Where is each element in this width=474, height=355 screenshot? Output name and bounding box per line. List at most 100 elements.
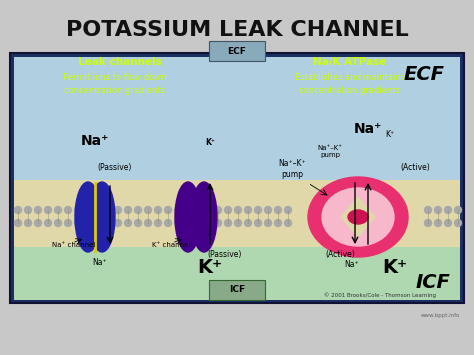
- Ellipse shape: [308, 177, 408, 257]
- Circle shape: [135, 219, 142, 226]
- Text: K⁺: K⁺: [385, 130, 394, 139]
- Text: ECF: ECF: [404, 66, 445, 84]
- Circle shape: [125, 207, 131, 213]
- Circle shape: [64, 219, 72, 226]
- Text: Leak channels: Leak channels: [78, 57, 162, 67]
- Circle shape: [84, 207, 91, 213]
- Text: Na⁺: Na⁺: [354, 122, 382, 136]
- Circle shape: [25, 219, 31, 226]
- Circle shape: [45, 207, 52, 213]
- Text: Na⁺–K⁺: Na⁺–K⁺: [318, 145, 343, 151]
- Text: www.bppt.info: www.bppt.info: [420, 313, 460, 318]
- Ellipse shape: [191, 182, 217, 252]
- Circle shape: [184, 207, 191, 213]
- Circle shape: [64, 207, 72, 213]
- Circle shape: [284, 207, 292, 213]
- Text: Permit ions to flow down
concentration gradients: Permit ions to flow down concentration g…: [63, 73, 167, 95]
- Text: K⁺: K⁺: [205, 138, 215, 147]
- Text: POTASSIUM LEAK CHANNEL: POTASSIUM LEAK CHANNEL: [65, 20, 409, 40]
- Circle shape: [104, 219, 111, 226]
- Circle shape: [115, 219, 121, 226]
- Circle shape: [255, 207, 262, 213]
- Circle shape: [445, 219, 452, 226]
- Bar: [14, 247, 460, 300]
- Circle shape: [264, 207, 272, 213]
- Circle shape: [15, 219, 21, 226]
- Circle shape: [145, 219, 152, 226]
- Text: (Active): (Active): [325, 250, 355, 259]
- Circle shape: [194, 207, 201, 213]
- Circle shape: [225, 207, 231, 213]
- Text: ICF: ICF: [229, 285, 245, 295]
- Circle shape: [215, 219, 221, 226]
- Circle shape: [25, 207, 31, 213]
- Circle shape: [235, 207, 241, 213]
- Circle shape: [15, 207, 21, 213]
- Circle shape: [155, 207, 162, 213]
- Circle shape: [425, 207, 431, 213]
- Circle shape: [445, 207, 452, 213]
- Circle shape: [115, 207, 121, 213]
- Circle shape: [174, 219, 182, 226]
- Circle shape: [94, 219, 101, 226]
- Circle shape: [45, 219, 52, 226]
- Ellipse shape: [89, 182, 115, 252]
- Circle shape: [235, 219, 241, 226]
- Circle shape: [184, 219, 191, 226]
- Text: ICF: ICF: [415, 273, 450, 293]
- Circle shape: [284, 219, 292, 226]
- Circle shape: [435, 207, 441, 213]
- Text: K⁺ channel: K⁺ channel: [152, 242, 191, 248]
- Circle shape: [425, 219, 431, 226]
- Circle shape: [174, 207, 182, 213]
- Text: ECF: ECF: [228, 47, 246, 55]
- FancyBboxPatch shape: [209, 280, 265, 300]
- Circle shape: [55, 207, 62, 213]
- Circle shape: [104, 207, 111, 213]
- Circle shape: [55, 219, 62, 226]
- Text: pump: pump: [320, 152, 340, 158]
- Ellipse shape: [75, 182, 101, 252]
- Circle shape: [255, 219, 262, 226]
- Circle shape: [435, 219, 441, 226]
- Bar: [14, 180, 460, 247]
- Ellipse shape: [175, 182, 201, 252]
- Circle shape: [215, 207, 221, 213]
- Text: (Passive): (Passive): [98, 163, 132, 172]
- Text: Na⁺ channel: Na⁺ channel: [52, 242, 95, 248]
- Circle shape: [125, 219, 131, 226]
- Circle shape: [155, 219, 162, 226]
- Circle shape: [204, 207, 211, 213]
- Circle shape: [245, 207, 252, 213]
- Circle shape: [74, 207, 82, 213]
- Circle shape: [274, 219, 282, 226]
- Circle shape: [164, 219, 172, 226]
- Circle shape: [455, 207, 462, 213]
- Text: Na⁺: Na⁺: [93, 258, 107, 267]
- Circle shape: [245, 219, 252, 226]
- Circle shape: [35, 207, 42, 213]
- Circle shape: [455, 219, 462, 226]
- Ellipse shape: [348, 210, 368, 224]
- Text: K⁺: K⁺: [198, 258, 223, 277]
- Ellipse shape: [322, 188, 394, 246]
- Text: (Passive): (Passive): [208, 250, 242, 259]
- Text: Na⁺–K⁺
pump: Na⁺–K⁺ pump: [278, 159, 306, 179]
- Bar: [10, 53, 464, 303]
- Text: Na⁺: Na⁺: [81, 134, 109, 148]
- Circle shape: [135, 207, 142, 213]
- Text: Establishes and maintains
concentration gradients: Establishes and maintains concentration …: [295, 73, 405, 95]
- Circle shape: [94, 207, 101, 213]
- Circle shape: [84, 219, 91, 226]
- Text: Na⁺: Na⁺: [345, 260, 359, 269]
- Circle shape: [194, 219, 201, 226]
- Circle shape: [204, 219, 211, 226]
- Text: (Active): (Active): [400, 163, 430, 172]
- Text: Na/K ATPase: Na/K ATPase: [313, 57, 387, 67]
- Circle shape: [145, 207, 152, 213]
- Circle shape: [225, 219, 231, 226]
- Circle shape: [264, 219, 272, 226]
- Circle shape: [274, 207, 282, 213]
- Bar: [14, 57, 460, 180]
- Circle shape: [164, 207, 172, 213]
